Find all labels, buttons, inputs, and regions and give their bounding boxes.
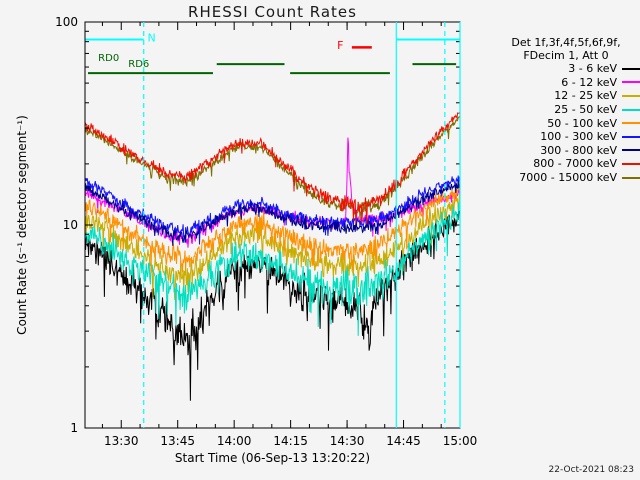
legend-item: 12 - 25 keV — [492, 89, 640, 103]
legend-item: 6 - 12 keV — [492, 76, 640, 90]
legend-item: 7000 - 15000 keV — [492, 171, 640, 185]
decimation-label: RD0 — [98, 53, 119, 64]
series-12-25keV — [85, 193, 460, 300]
legend-swatch — [622, 149, 640, 152]
x-tick-label: 14:15 — [273, 434, 308, 448]
legend-label: 50 - 100 keV — [547, 116, 617, 130]
series-25-50keV — [85, 202, 460, 336]
legend-swatch — [622, 108, 640, 111]
legend-label: 800 - 7000 keV — [533, 157, 617, 171]
series-curves — [85, 111, 460, 401]
legend-swatch — [622, 176, 640, 179]
series-50-100keV — [85, 182, 460, 274]
x-tick-label: 14:45 — [386, 434, 421, 448]
x-axis-label: Start Time (06-Sep-13 13:20:22) — [174, 451, 371, 465]
flag-bars: N F RD0 RD6 — [85, 31, 460, 75]
legend-label: 6 - 12 keV — [561, 75, 617, 89]
flare-flag-label: F — [337, 39, 343, 52]
legend-item: 3 - 6 keV — [492, 62, 640, 76]
x-tick-label: 14:00 — [217, 434, 252, 448]
legend-header-decim: FDecim 1, Att 0 — [523, 49, 609, 62]
x-tick-label: 14:30 — [330, 434, 365, 448]
legend-swatch — [622, 81, 640, 84]
night-flag-label: N — [147, 31, 155, 44]
chart-title: RHESSI Count Rates — [188, 3, 357, 21]
legend-label: 100 - 300 keV — [540, 130, 617, 144]
y-tick-label: 100 — [55, 15, 78, 29]
event-vlines — [143, 22, 461, 428]
legend-label: 3 - 6 keV — [568, 62, 617, 76]
series-7000-15000keV — [85, 115, 460, 221]
legend-swatch — [622, 122, 640, 125]
legend-item: 300 - 800 keV — [492, 144, 640, 158]
creation-timestamp: 22-Oct-2021 08:23 — [548, 465, 634, 475]
legend-item: 100 - 300 keV — [492, 130, 640, 144]
x-tick-label: 13:45 — [160, 434, 195, 448]
legend-label: 7000 - 15000 keV — [519, 171, 617, 185]
tick-labels: 13:30 13:45 14:00 14:15 14:30 14:45 15:00 1 10 10… — [55, 15, 477, 448]
legend-swatch — [622, 67, 640, 70]
legend-label: 12 - 25 keV — [554, 89, 617, 103]
legend: Det 1f,3f,4f,5f,6f,9f, FDecim 1, Att 0 3… — [492, 36, 640, 184]
legend-item: 25 - 50 keV — [492, 103, 640, 117]
series-300-800keV — [85, 180, 460, 246]
legend-item: 800 - 7000 keV — [492, 157, 640, 171]
legend-header-detectors: Det 1f,3f,4f,5f,6f,9f, — [511, 36, 621, 49]
x-tick-label: 13:30 — [104, 434, 139, 448]
series-800-7000keV — [85, 111, 460, 225]
y-axis-label: Count Rate (s⁻¹ detector segment⁻¹) — [15, 115, 29, 335]
decimation-label: RD6 — [128, 59, 149, 70]
legend-item: 50 - 100 keV — [492, 116, 640, 130]
y-tick-label: 1 — [70, 421, 78, 435]
x-tick-label: 15:00 — [443, 434, 478, 448]
legend-swatch — [622, 162, 640, 165]
y-tick-label: 10 — [63, 218, 78, 232]
legend-label: 25 - 50 keV — [554, 103, 617, 117]
legend-swatch — [622, 94, 640, 97]
legend-label: 300 - 800 keV — [540, 143, 617, 157]
legend-swatch — [622, 135, 640, 138]
